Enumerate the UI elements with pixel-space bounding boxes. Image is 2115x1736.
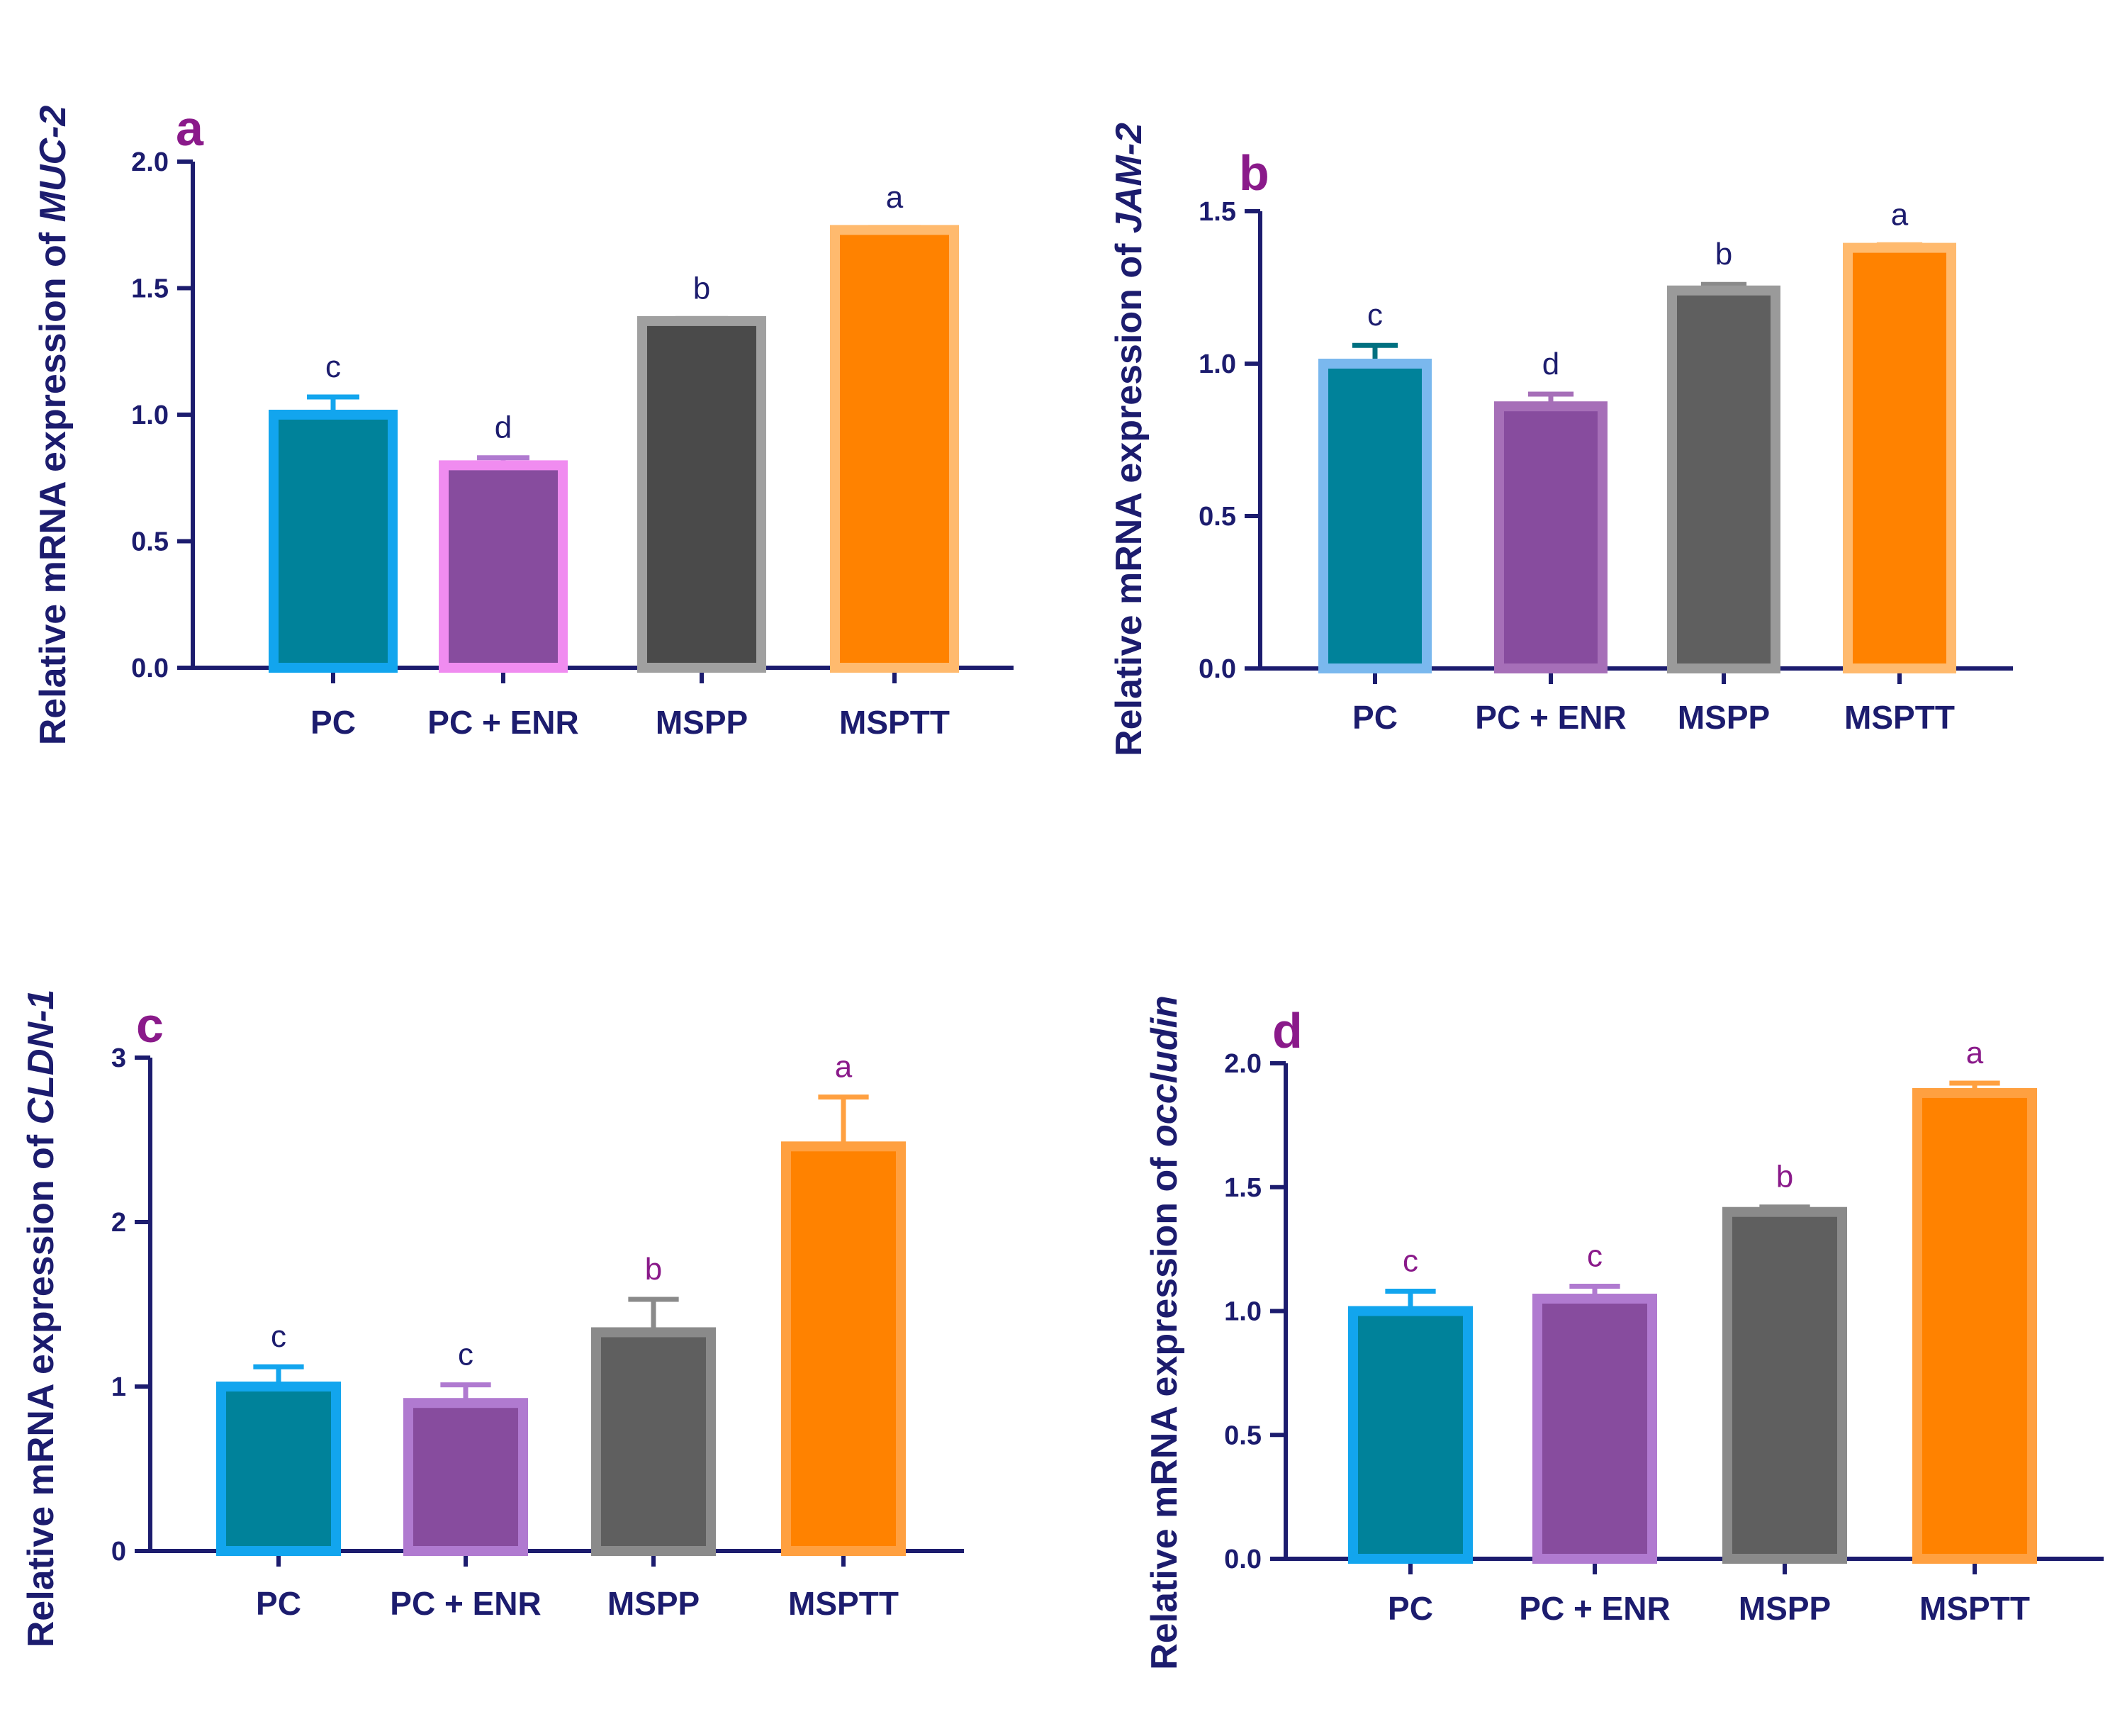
y-tick-label: 0 [111,1537,126,1567]
significance-letter: c [458,1338,473,1372]
y-axis-label-gene: MUC-2 [33,106,74,223]
significance-letter: a [1966,1036,1984,1070]
significance-letter: c [1367,298,1383,332]
y-tick-label: 1.5 [1224,1173,1262,1203]
x-tick-label: PC [1388,1590,1433,1627]
y-tick-label: 0.0 [1199,654,1236,684]
bar [591,1327,716,1556]
x-tick-label: PC [256,1585,301,1622]
bar [403,1398,528,1556]
bar [1318,359,1432,673]
bar [269,410,398,673]
y-axis-label: Relative mRNA expression of JAM-2 [1109,123,1150,756]
x-tick-label: PC [310,704,356,741]
y-tick-label: 1.0 [1199,349,1236,379]
significance-letter: b [1776,1160,1793,1194]
chart-panel-d: d Relative mRNA expression of occludin 0.0… [1144,995,2104,1670]
bar [1348,1306,1473,1564]
x-tick-label: MSPTT [839,704,950,741]
bar [1667,285,1780,673]
y-tick-label: 0.5 [1224,1421,1262,1450]
y-axis-label-prefix: Relative mRNA expression of [21,1124,62,1647]
x-tick-label: MSPTT [1844,699,1955,736]
y-axis-label-gene: JAM-2 [1109,123,1150,233]
x-tick-label: PC [1352,699,1398,736]
significance-letter: a [1891,197,1909,232]
significance-letter: b [1715,237,1732,271]
bar [439,460,568,673]
x-tick-label: MSPP [1739,1590,1831,1627]
chart-panel-b: b Relative mRNA expression of JAM-2 0.0 0.5… [1109,123,2013,756]
x-tick-label: MSPTT [1919,1590,2030,1627]
y-tick-label: 1 [111,1372,126,1402]
panel-letter: d [1272,1003,1303,1058]
y-tick-label: 2.0 [131,147,169,177]
significance-letter: b [645,1252,662,1287]
y-axis-label-prefix: Relative mRNA expression of [1144,1147,1185,1670]
significance-letter: a [886,180,904,215]
significance-letter: c [271,1319,286,1354]
x-tick-label: PC + ENR [1519,1590,1670,1627]
panel-letter: c [136,997,164,1053]
x-tick-label: MSPP [607,1585,700,1622]
significance-letter: c [325,349,341,384]
significance-letter: c [1403,1244,1418,1279]
y-axis-label: Relative mRNA expression of MUC-2 [33,106,74,746]
x-tick-label: MSPP [656,704,748,741]
y-tick-label: 0.0 [1224,1545,1262,1574]
significance-letter: c [1587,1239,1603,1274]
bar [1843,242,1956,674]
y-tick-label: 2 [111,1208,126,1238]
bar [1494,401,1608,673]
bar [637,315,766,673]
significance-letter: a [835,1050,853,1085]
y-tick-label: 1.5 [1199,197,1236,227]
chart-panel-a: a Relative mRNA expression of MUC-2 0.0 0.5… [33,101,1014,745]
y-axis-label-gene: occludin [1144,995,1185,1147]
x-tick-label: PC + ENR [1475,699,1626,736]
y-tick-label: 0.0 [131,654,169,683]
x-tick-label: MSPP [1678,699,1770,736]
significance-letter: b [693,271,710,306]
y-axis-label-prefix: Relative mRNA expression of [33,222,74,745]
bar [781,1141,906,1556]
x-tick-label: MSPTT [788,1585,899,1622]
y-tick-label: 0.5 [1199,502,1236,532]
panel-letter: a [176,101,204,156]
bar [830,225,959,673]
bar [1722,1206,1847,1564]
bar [1532,1294,1657,1564]
y-tick-label: 1.0 [1224,1297,1262,1327]
y-axis-label-gene: CLDN-1 [21,990,62,1125]
significance-letter: d [495,410,512,445]
y-tick-label: 1.5 [131,274,169,304]
chart-panel-c: c Relative mRNA expression of CLDN-1 0 1 2 3 P… [21,990,964,1648]
significance-letter: d [1542,347,1559,381]
bar [1912,1087,2037,1564]
y-axis-label: Relative mRNA expression of CLDN-1 [21,990,62,1648]
panel-letter: b [1239,145,1269,201]
y-tick-label: 1.0 [131,401,169,430]
y-tick-label: 2.0 [1224,1049,1262,1079]
x-tick-label: PC + ENR [390,1585,541,1622]
y-axis-label: Relative mRNA expression of occludin [1144,995,1185,1670]
y-tick-label: 0.5 [131,527,169,557]
bar [216,1382,341,1556]
y-tick-label: 3 [111,1043,126,1073]
y-axis-label-prefix: Relative mRNA expression of [1109,233,1150,756]
x-tick-label: PC + ENR [427,704,578,741]
